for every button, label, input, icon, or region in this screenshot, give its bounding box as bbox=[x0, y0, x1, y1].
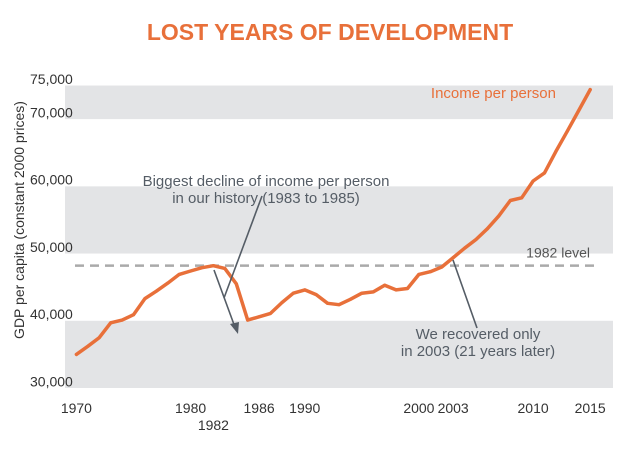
data-point bbox=[280, 301, 284, 305]
data-point bbox=[74, 352, 78, 356]
data-point bbox=[428, 270, 432, 274]
data-point bbox=[577, 108, 581, 112]
annotation-decline-text: Biggest decline of income per person in o… bbox=[143, 173, 390, 207]
data-point bbox=[109, 321, 113, 325]
x-tick-label: 1982 bbox=[198, 417, 229, 433]
annotation-pointer-line bbox=[223, 195, 263, 299]
x-tick-label: 1990 bbox=[289, 400, 320, 416]
data-point bbox=[166, 281, 170, 285]
band-2 bbox=[65, 85, 613, 120]
x-tick-label: 2000 bbox=[403, 400, 434, 416]
annotation-decline-line: in our history (1983 to 1985) bbox=[172, 190, 360, 207]
reference-line-group: 1982 level bbox=[75, 245, 598, 267]
legend-series-label: Income per person bbox=[431, 85, 556, 102]
series-line-0 bbox=[74, 87, 592, 357]
reference-line-label: 1982 level bbox=[526, 245, 590, 261]
data-point bbox=[417, 272, 421, 276]
x-tick-label: 1986 bbox=[244, 400, 275, 416]
y-axis-label: GDP per capita (constant 2000 prices) bbox=[11, 101, 27, 339]
annotation-recovery-pointer bbox=[452, 259, 478, 329]
data-point bbox=[371, 290, 375, 294]
series-group bbox=[74, 87, 592, 357]
data-point bbox=[451, 256, 455, 260]
x-tick-label: 2015 bbox=[575, 400, 606, 416]
annotation-recovery-line: in 2003 (21 years later) bbox=[401, 343, 555, 360]
x-tick-label: 2003 bbox=[438, 400, 469, 416]
data-point bbox=[211, 264, 215, 268]
data-point bbox=[383, 283, 387, 287]
y-tick-label: 70,000 bbox=[30, 104, 73, 120]
arrowhead bbox=[230, 322, 239, 334]
band-0 bbox=[65, 320, 613, 388]
annotation-recovery-text: We recovered only in 2003 (21 years later… bbox=[401, 326, 555, 360]
data-point bbox=[520, 196, 524, 200]
data-point bbox=[86, 344, 90, 348]
data-point bbox=[565, 129, 569, 133]
annotation-recovery-line: We recovered only bbox=[416, 326, 541, 343]
data-point bbox=[463, 246, 467, 250]
data-point bbox=[303, 288, 307, 292]
data-point bbox=[120, 318, 124, 322]
data-point bbox=[554, 149, 558, 153]
x-tick-label: 1980 bbox=[175, 400, 206, 416]
annotation-arrow-line bbox=[213, 269, 237, 331]
y-tick-label: 75,000 bbox=[30, 71, 73, 87]
data-point bbox=[154, 289, 158, 293]
data-point bbox=[406, 287, 409, 291]
data-point bbox=[177, 272, 181, 276]
data-point bbox=[132, 313, 135, 317]
data-point bbox=[269, 311, 272, 315]
data-point bbox=[257, 315, 261, 319]
data-point bbox=[348, 297, 352, 301]
data-point bbox=[485, 227, 489, 231]
data-point bbox=[291, 291, 295, 295]
data-point bbox=[223, 266, 227, 270]
y-tick-label: 60,000 bbox=[30, 172, 73, 188]
y-tick-label: 30,000 bbox=[30, 373, 73, 389]
x-tick-label: 2010 bbox=[518, 400, 549, 416]
data-point bbox=[246, 318, 250, 322]
data-point bbox=[394, 288, 398, 292]
y-tick-label: 40,000 bbox=[30, 306, 73, 322]
annotations-group: Biggest decline of income per person in o… bbox=[143, 173, 556, 360]
y-tick-label: 50,000 bbox=[30, 239, 73, 255]
data-point bbox=[234, 282, 238, 286]
annotation-decline-line: Biggest decline of income per person bbox=[143, 173, 390, 190]
data-point bbox=[531, 179, 535, 183]
data-point bbox=[337, 303, 341, 307]
data-point bbox=[474, 237, 478, 241]
data-point bbox=[143, 297, 147, 301]
data-point bbox=[508, 198, 512, 202]
data-point bbox=[588, 88, 592, 92]
data-point bbox=[440, 265, 444, 269]
data-point bbox=[189, 269, 193, 273]
data-point bbox=[326, 301, 330, 305]
x-tick-label: 1970 bbox=[61, 400, 92, 416]
y-axis-ticks: 30,000 40,000 50,000 60,000 70,000 75,000 bbox=[30, 71, 73, 389]
chart-title: LOST YEARS OF DEVELOPMENT bbox=[147, 19, 513, 45]
data-point bbox=[497, 214, 501, 218]
data-point bbox=[543, 171, 546, 175]
data-point bbox=[360, 291, 364, 295]
data-point bbox=[97, 336, 101, 340]
data-point bbox=[200, 266, 204, 270]
data-point bbox=[314, 293, 318, 297]
